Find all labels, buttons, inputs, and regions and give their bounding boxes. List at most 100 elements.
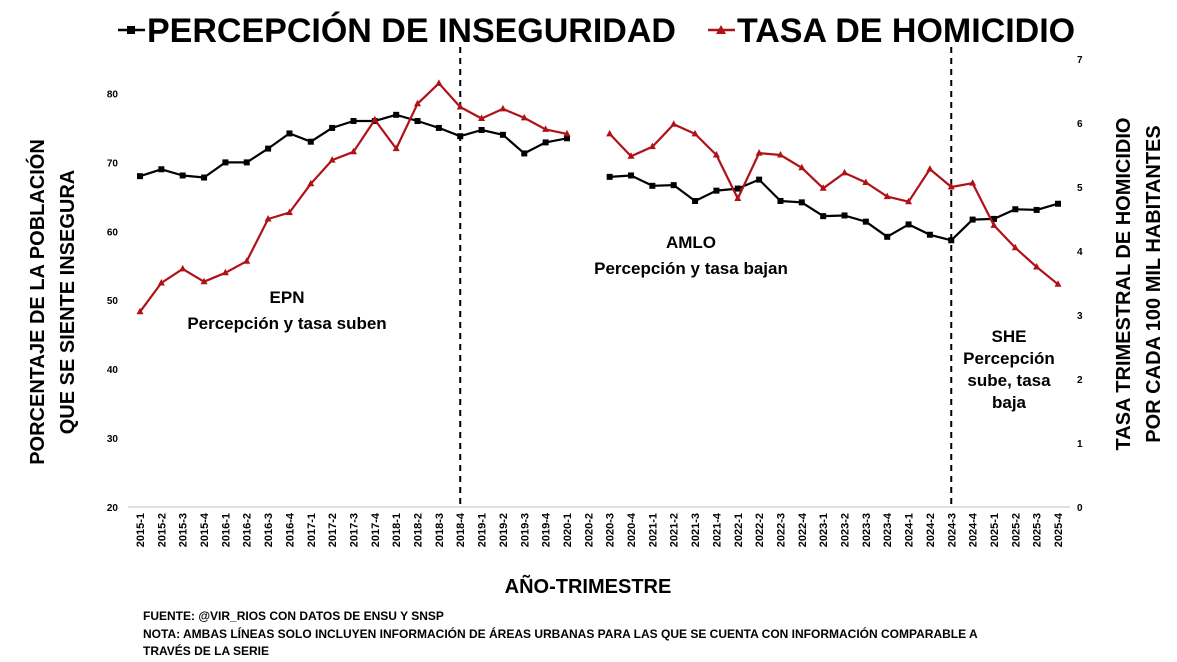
homicide-data-point: [328, 156, 336, 163]
perception-data-point: [926, 231, 933, 238]
homicide-data-point: [606, 129, 614, 137]
homicide-data-point: [1054, 280, 1062, 287]
perception-data-point: [414, 118, 421, 125]
x-tick-label: 2016-3: [263, 513, 275, 547]
x-tick-label: 2022-2: [754, 513, 766, 547]
homicide-data-point: [883, 192, 891, 200]
perception-data-point: [393, 111, 400, 118]
homicide-data-point: [1033, 263, 1041, 270]
perception-data-point: [243, 159, 250, 166]
annotation-amlo-title: AMLO: [666, 233, 716, 252]
annotation-amlo: AMLO Percepción y tasa bajan: [594, 233, 788, 278]
perception-data-point: [1033, 206, 1040, 213]
y-left-tick-label: 20: [107, 503, 119, 514]
annotation-amlo-text: Percepción y tasa bajan: [594, 259, 788, 278]
footer-note-line2: TRAVÉS DE LA SERIE: [143, 643, 269, 658]
homicide-data-point: [435, 79, 443, 86]
x-tick-label: 2018-2: [413, 513, 425, 547]
homicide-data-point: [136, 307, 144, 315]
x-tick-label: 2025-1: [989, 513, 1001, 547]
homicide-data-point: [200, 277, 208, 285]
x-tick-label: 2015-2: [156, 513, 168, 547]
perception-data-point: [521, 150, 528, 157]
perception-data-point: [692, 197, 699, 204]
legend-homicide-label: TASA DE HOMICIDIO: [737, 12, 1075, 50]
homicide-data-point: [648, 142, 656, 150]
homicide-data-point: [776, 151, 784, 158]
x-tick-label: 2015-3: [178, 513, 190, 547]
x-tick-label: 2025-4: [1053, 512, 1065, 547]
homicide-data-point: [712, 151, 720, 158]
y-right-tick-label: 4: [1077, 247, 1083, 258]
x-tick-label: 2022-4: [797, 512, 809, 547]
annotation-she-text1: Percepción: [963, 349, 1055, 368]
homicide-data-point: [542, 125, 550, 132]
homicide-data-point: [499, 104, 507, 112]
perception-data-point: [905, 221, 912, 228]
homicide-data-point: [478, 114, 486, 122]
x-tick-label: 2020-2: [583, 513, 595, 547]
x-tick-label: 2015-4: [199, 512, 211, 547]
x-tick-label: 2015-1: [135, 513, 147, 547]
perception-data-point: [1055, 200, 1061, 207]
homicide-data-point: [221, 268, 229, 276]
perception-data-point: [265, 145, 272, 152]
x-tick-label: 2018-3: [434, 513, 446, 547]
legend-perception-label: PERCEPCIÓN DE INSEGURIDAD: [147, 12, 676, 50]
x-tick-label: 2025-2: [1010, 513, 1022, 547]
x-tick-label: 2023-1: [818, 513, 830, 547]
x-tick-label: 2023-2: [840, 513, 852, 547]
homicide-data-point: [285, 208, 293, 216]
y-left-tick-label: 50: [107, 296, 119, 307]
homicide-data-point: [947, 183, 955, 190]
perception-data-point: [862, 218, 869, 225]
x-tick-label: 2023-3: [861, 513, 873, 547]
y-left-title-line2: QUE SE SIENTE INSEGURA: [57, 170, 79, 435]
x-tick-label: 2024-3: [946, 513, 958, 547]
footer: FUENTE: @VIR_RIOS CON DATOS DE ENSU Y SN…: [143, 609, 978, 658]
x-tick-label: 2017-1: [306, 513, 318, 547]
perception-data-point: [948, 237, 955, 244]
x-tick-label: 2016-1: [220, 513, 232, 547]
homicide-data-point: [755, 149, 763, 156]
x-tick-label: 2019-4: [541, 512, 553, 547]
homicide-data-point: [264, 215, 272, 222]
perception-data-point: [137, 173, 143, 180]
x-axis-title: AÑO-TRIMESTRE: [505, 575, 672, 598]
homicide-data-point: [691, 129, 699, 137]
y-left-tick-label: 40: [107, 365, 119, 376]
y-left-tick-label: 80: [107, 89, 119, 100]
annotation-epn-title: EPN: [270, 288, 305, 307]
x-tick-label: 2024-1: [904, 513, 916, 547]
footer-source: FUENTE: @VIR_RIOS CON DATOS DE ENSU Y SN…: [143, 609, 444, 623]
perception-data-point: [350, 118, 357, 125]
perception-data-point: [222, 159, 229, 166]
y-right-tick-label: 5: [1077, 183, 1083, 194]
y-right-tick-label: 6: [1077, 119, 1083, 130]
y-left-tick-label: 30: [107, 434, 119, 445]
perception-series-line: [609, 174, 1059, 242]
homicide-data-point: [627, 152, 635, 159]
annotation-she-text2: sube, tasa: [967, 371, 1051, 390]
homicide-data-point: [819, 184, 827, 191]
homicide-data-point: [969, 179, 977, 186]
perception-data-point: [649, 182, 656, 189]
x-tick-label: 2018-4: [455, 512, 467, 547]
homicide-data-point: [841, 168, 849, 176]
legend-perception: PERCEPCIÓN DE INSEGURIDAD: [118, 12, 676, 50]
x-tick-label: 2021-1: [647, 513, 659, 547]
y-left-tick-label: 60: [107, 227, 119, 238]
perception-data-point: [457, 133, 464, 140]
perception-data-point: [1012, 206, 1019, 213]
y-right-tick-label: 0: [1077, 503, 1083, 514]
perception-data-point: [884, 233, 891, 240]
perception-data-point: [435, 124, 442, 131]
perception-data-point: [777, 197, 784, 204]
x-tick-label: 2023-4: [882, 512, 894, 547]
perception-data-point: [329, 124, 336, 131]
x-tick-label: 2022-1: [733, 513, 745, 547]
x-tick-label: 2017-3: [348, 513, 360, 547]
homicide-data-point: [243, 257, 251, 264]
x-tick-label: 2020-4: [626, 512, 638, 547]
